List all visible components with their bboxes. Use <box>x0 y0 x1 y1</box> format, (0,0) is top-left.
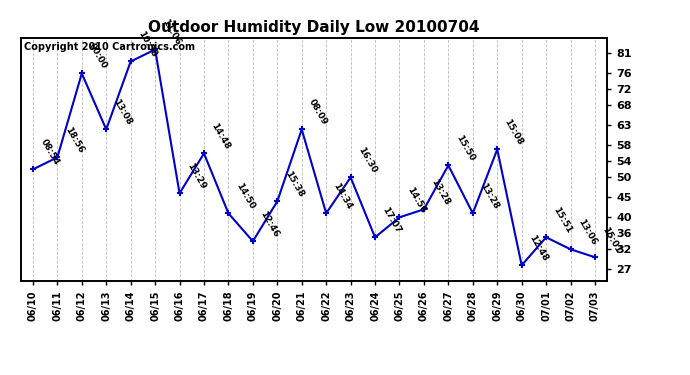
Text: 15:50: 15:50 <box>454 134 476 163</box>
Text: 15:38: 15:38 <box>283 169 305 198</box>
Text: 14:48: 14:48 <box>210 121 232 151</box>
Text: 13:06: 13:06 <box>576 217 598 246</box>
Text: 17:07: 17:07 <box>381 205 403 234</box>
Text: 12:48: 12:48 <box>527 233 549 262</box>
Text: 15:01: 15:01 <box>600 225 622 255</box>
Text: 13:28: 13:28 <box>478 181 500 210</box>
Text: 14:50: 14:50 <box>234 181 256 210</box>
Text: 14:34: 14:34 <box>332 181 354 210</box>
Title: Outdoor Humidity Daily Low 20100704: Outdoor Humidity Daily Low 20100704 <box>148 20 480 35</box>
Text: 08:54: 08:54 <box>39 137 61 166</box>
Text: 13:08: 13:08 <box>112 98 134 127</box>
Text: 08:09: 08:09 <box>307 98 329 127</box>
Text: 13:29: 13:29 <box>185 161 207 190</box>
Text: 12:46: 12:46 <box>259 209 281 238</box>
Text: 11:06: 11:06 <box>161 18 183 47</box>
Text: 18:56: 18:56 <box>63 125 85 154</box>
Text: Copyright 2010 Cartronics.com: Copyright 2010 Cartronics.com <box>23 42 195 52</box>
Text: 00:00: 00:00 <box>88 42 109 70</box>
Text: 10:58: 10:58 <box>136 30 158 59</box>
Text: 15:51: 15:51 <box>552 205 574 234</box>
Text: 13:28: 13:28 <box>429 177 451 207</box>
Text: 14:56: 14:56 <box>405 185 427 214</box>
Text: 15:08: 15:08 <box>503 117 525 147</box>
Text: 16:30: 16:30 <box>356 146 378 175</box>
